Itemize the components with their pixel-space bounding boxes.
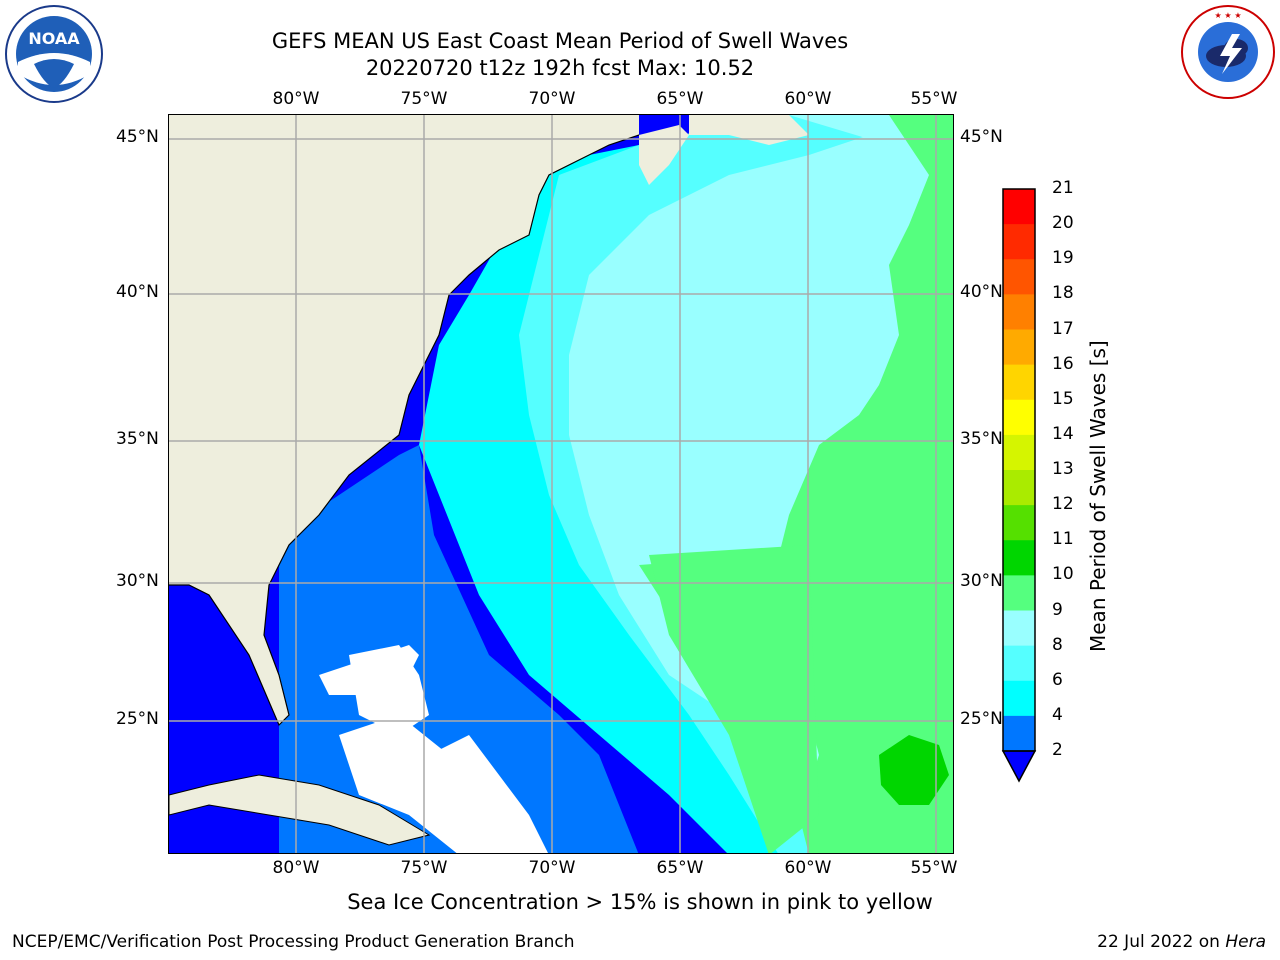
colorbar-tick-label: 11 xyxy=(1052,529,1074,550)
colorbar-segment xyxy=(1003,610,1035,647)
colorbar-tick-label: 15 xyxy=(1052,388,1074,409)
lon-label-top: 60°W xyxy=(784,89,832,109)
colorbar-tick-label: 14 xyxy=(1052,423,1074,444)
colorbar xyxy=(1001,188,1037,783)
colorbar-label: Mean Period of Swell Waves [s] xyxy=(1086,340,1110,652)
land-nova-scotia xyxy=(639,125,689,185)
lon-label-bottom: 55°W xyxy=(910,858,958,878)
lon-label-top: 80°W xyxy=(272,89,320,109)
colorbar-tick-label: 2 xyxy=(1052,740,1063,760)
colorbar-segment xyxy=(1003,294,1035,330)
colorbar-segment xyxy=(1003,680,1035,717)
masked-area xyxy=(349,645,429,735)
colorbar-tick-label: 9 xyxy=(1052,599,1063,620)
colorbar-tick-label: 6 xyxy=(1052,669,1063,690)
colorbar-segment xyxy=(1003,470,1035,506)
colorbar-segment xyxy=(1003,645,1035,682)
colorbar-tick-label: 12 xyxy=(1052,494,1074,515)
colorbar-segment xyxy=(1003,399,1035,436)
colorbar-tick-label: 13 xyxy=(1052,459,1074,479)
colorbar-tick-label: 16 xyxy=(1052,353,1074,374)
footer-credit: NCEP/EMC/Verification Post Processing Pr… xyxy=(12,932,575,952)
graticule xyxy=(169,115,953,853)
colorbar-segment xyxy=(1003,259,1035,295)
map-title: GEFS MEAN US East Coast Mean Period of S… xyxy=(271,29,849,53)
land-us xyxy=(169,115,639,725)
colorbar-tick-label: 4 xyxy=(1052,704,1063,725)
sea-ice-note: Sea Ice Concentration > 15% is shown in … xyxy=(347,890,933,914)
colorbar-segment xyxy=(1003,505,1035,541)
swell-period-map xyxy=(168,114,954,854)
footer-host: Hera xyxy=(1225,932,1266,952)
colorbar-segment xyxy=(1003,364,1035,401)
colorbar-extend-arrow xyxy=(1001,750,1037,783)
lon-label-bottom: 70°W xyxy=(528,858,576,878)
colorbar-segment xyxy=(1003,575,1035,611)
colorbar-tick-label: 10 xyxy=(1052,564,1074,585)
masked-area xyxy=(429,735,548,853)
colorbar-tick-label: 8 xyxy=(1052,634,1063,655)
land-cuba xyxy=(169,774,431,846)
lat-label-right: 45°N xyxy=(960,127,1003,147)
svg-text:★ ★ ★: ★ ★ ★ xyxy=(1214,11,1241,20)
lat-label-left: 45°N xyxy=(116,127,159,147)
colorbar-tick-label: 21 xyxy=(1052,178,1074,198)
colorbar-segment xyxy=(1003,434,1035,471)
lon-label-top: 75°W xyxy=(400,89,448,109)
colorbar-tick-label: 19 xyxy=(1052,248,1074,269)
nws-logo: ★ ★ ★ xyxy=(1181,5,1275,99)
band-9-10-south xyxy=(649,545,819,853)
lat-label-left: 25°N xyxy=(116,709,159,729)
colorbar-tick-label: 17 xyxy=(1052,318,1074,339)
lon-label-top: 70°W xyxy=(528,89,576,109)
lon-label-bottom: 80°W xyxy=(272,858,320,878)
footer-date: 22 Jul 2022 on Hera xyxy=(1097,932,1266,952)
lat-label-right: 40°N xyxy=(960,282,1003,302)
lat-label-left: 30°N xyxy=(116,571,159,591)
colorbar-segment xyxy=(1003,715,1035,752)
band-10-11 xyxy=(879,735,949,805)
colorbar-segment xyxy=(1003,224,1035,260)
lon-label-bottom: 60°W xyxy=(784,858,832,878)
colorbar-segment xyxy=(1003,329,1035,366)
svg-text:NOAA: NOAA xyxy=(28,29,80,48)
lat-label-left: 40°N xyxy=(116,282,159,302)
lat-label-right: 30°N xyxy=(960,571,1003,591)
colorbar-tick-label: 18 xyxy=(1052,283,1074,304)
colorbar-segment xyxy=(1003,540,1035,576)
coastline xyxy=(169,134,640,727)
lat-label-left: 35°N xyxy=(116,429,159,449)
lon-label-top: 55°W xyxy=(910,89,958,109)
lat-label-right: 25°N xyxy=(960,709,1003,729)
lon-label-bottom: 65°W xyxy=(656,858,704,878)
lat-label-right: 35°N xyxy=(960,429,1003,449)
map-subtitle: 20220720 t12z 192h fcst Max: 10.52 xyxy=(365,56,755,80)
lon-label-bottom: 75°W xyxy=(400,858,448,878)
colorbar-tick-label: 20 xyxy=(1052,213,1074,234)
lon-label-top: 65°W xyxy=(656,89,704,109)
colorbar-segment xyxy=(1003,189,1035,225)
noaa-logo: NOAA xyxy=(5,5,103,103)
land-canada xyxy=(689,115,809,145)
